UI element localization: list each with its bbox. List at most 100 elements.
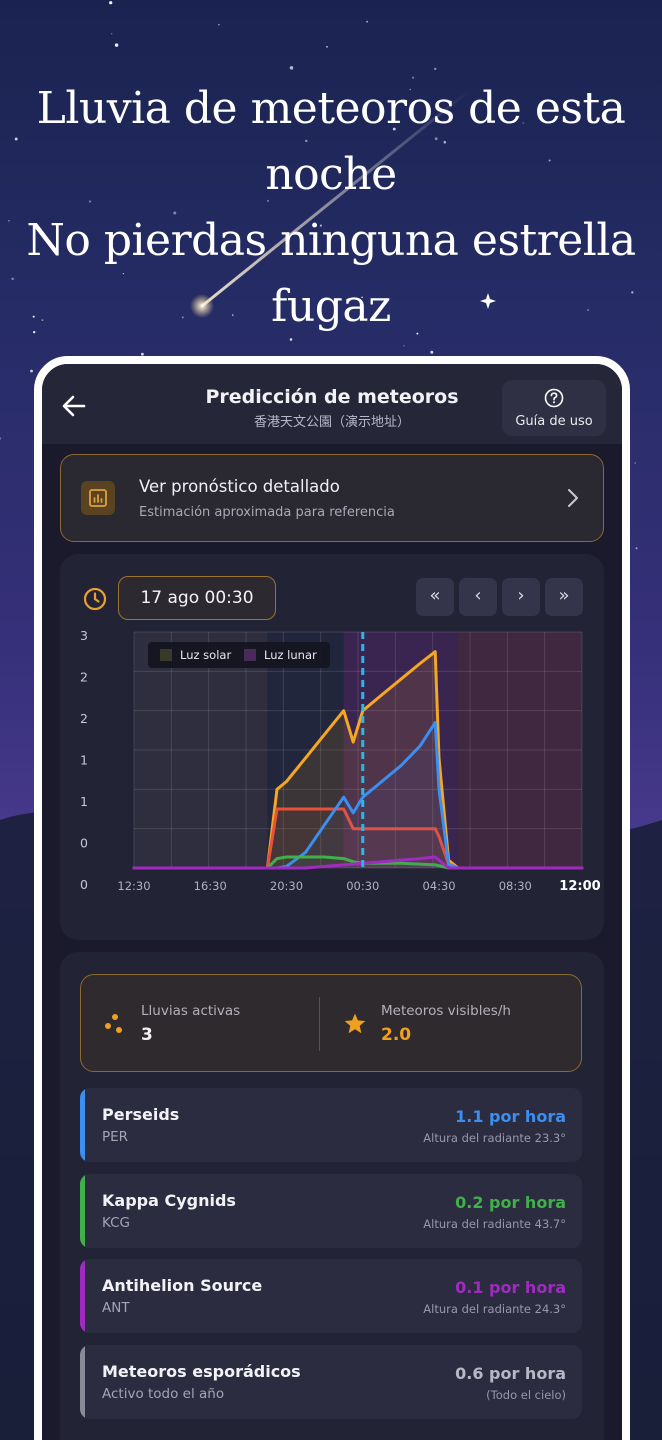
star-dot <box>361 296 363 299</box>
jump-forward-button[interactable]: » <box>545 578 583 616</box>
star-dot <box>41 319 44 321</box>
legend-swatch-sun <box>160 649 172 661</box>
star-dot <box>403 345 405 347</box>
star-dot <box>548 159 551 162</box>
legend-label-sun: Luz solar <box>180 648 231 662</box>
chevron-right-icon <box>568 489 578 507</box>
star-dot <box>392 127 396 131</box>
star-dot <box>88 200 92 203</box>
x-tick-label: 16:30 <box>194 879 227 893</box>
twilight-band <box>267 632 344 868</box>
star-dot <box>443 140 447 144</box>
star-icon <box>344 1013 366 1034</box>
sparkle-star <box>480 293 496 309</box>
legend-box <box>148 642 330 668</box>
jump-back-button[interactable]: « <box>416 578 454 616</box>
star-dot <box>140 352 144 356</box>
usage-guide-button[interactable]: Guía de uso <box>502 380 606 436</box>
star-dot <box>587 309 589 311</box>
shower-rate: 0.1 por hora <box>455 1278 566 1297</box>
shower-rate: 0.6 por hora <box>455 1363 566 1383</box>
showers-info-card: Lluvias activas 3 Meteoros visibles/h 2.… <box>60 952 604 1440</box>
star-dot <box>0 437 2 440</box>
shower-altitude: Altura del radiante 43.7° <box>423 1216 566 1231</box>
star-dot <box>30 369 33 373</box>
phone-frame: Predicción de meteoros 香港天文公園（演示地址） Guía… <box>34 356 630 1440</box>
series-area <box>134 809 582 868</box>
star-dot <box>416 332 419 335</box>
star-dot <box>631 291 634 294</box>
star-dot <box>434 67 437 71</box>
step-back-button[interactable]: ‹ <box>459 578 497 616</box>
x-tick-label: 20:30 <box>270 879 303 893</box>
help-circle-icon <box>544 388 564 408</box>
morning-band <box>458 632 582 868</box>
series-area <box>134 857 582 868</box>
shower-name: Meteoros esporádicos <box>102 1361 301 1381</box>
legend-swatch-moon <box>244 649 256 661</box>
app-bar: Predicción de meteoros 香港天文公園（演示地址） Guía… <box>42 364 622 444</box>
star-dot <box>430 350 434 354</box>
summary-panel: Lluvias activas 3 Meteoros visibles/h 2.… <box>80 974 582 1072</box>
shower-row[interactable]: Antihelion Source ANT 0.1 por hora Altura d… <box>80 1259 582 1333</box>
series-area <box>134 722 582 868</box>
shower-rate: 1.1 por hora <box>455 1107 566 1126</box>
hero-headline: Lluvia de meteoros de esta noche No pier… <box>0 76 662 340</box>
star-dot <box>14 137 18 141</box>
step-forward-button[interactable]: › <box>502 578 540 616</box>
shower-name: Kappa Cygnids <box>102 1190 236 1210</box>
hero-line-2: noche <box>265 149 397 200</box>
legend-label-moon: Luz lunar <box>264 648 317 662</box>
detailed-forecast-card[interactable]: Ver pronóstico detallado Estimación apro… <box>60 454 604 542</box>
active-showers-label: Lluvias activas <box>141 1003 241 1019</box>
star-dot <box>434 137 438 141</box>
clock-icon <box>83 587 107 611</box>
hero-line-3: No pierdas ninguna estrella <box>26 215 636 266</box>
shower-color-bar <box>80 1259 85 1333</box>
shooting-star-trail <box>201 88 471 308</box>
visible-meteors-value: 2.0 <box>381 1025 412 1045</box>
star-dot <box>11 277 15 281</box>
star-dot <box>354 250 357 253</box>
star-dot <box>326 45 328 48</box>
star-dot <box>409 88 411 91</box>
shower-name: Perseids <box>102 1105 180 1124</box>
shower-rate: 0.2 por hora <box>455 1192 566 1212</box>
star-dot <box>266 199 270 202</box>
summary-divider <box>319 997 320 1051</box>
shower-color-bar <box>80 1173 85 1248</box>
star-dot <box>635 547 638 550</box>
timeline-chart-card: 17 ago 00:30 « ‹ › » 3 2 2 1 1 0 0 12:30 16:30 20… <box>60 554 604 940</box>
y-tick-label: 1 <box>80 794 88 809</box>
shower-row[interactable]: Meteoros esporádicos Activo todo el año 0.… <box>80 1344 582 1419</box>
star-dot <box>319 224 322 227</box>
star-dot <box>218 24 220 26</box>
shower-color-bar <box>80 1344 85 1419</box>
star-dot <box>366 20 369 23</box>
star-dot <box>32 315 35 318</box>
x-tick-label: 08:30 <box>499 879 532 893</box>
hero-line-4: fugaz <box>271 281 391 332</box>
forecast-title: Ver pronóstico detallado <box>139 477 340 496</box>
y-tick-label: 2 <box>80 670 88 685</box>
shower-row[interactable]: Perseids PER 1.1 por hora Altura del radian… <box>80 1088 582 1162</box>
star-dot <box>109 1 113 5</box>
usage-guide-label: Guía de uso <box>515 414 593 429</box>
x-tick-label: 04:30 <box>422 879 455 893</box>
y-tick-label: 3 <box>80 628 88 643</box>
star-dot <box>522 122 525 124</box>
star-dot <box>412 76 415 79</box>
star-dot <box>634 462 636 464</box>
star-dot <box>305 139 308 143</box>
shower-row[interactable]: Kappa Cygnids KCG 0.2 por hora Altura del r… <box>80 1173 582 1248</box>
star-dot <box>173 211 177 215</box>
x-tick-label: 12:00 <box>559 879 600 894</box>
daylight-band <box>134 632 268 868</box>
star-dot <box>122 272 125 275</box>
star-dot <box>232 314 234 316</box>
hero-line-1: Lluvia de meteoros de esta <box>36 83 626 134</box>
showers-dots-icon <box>105 1014 122 1033</box>
date-time-selector[interactable]: 17 ago 00:30 <box>118 576 276 620</box>
back-arrow-icon[interactable] <box>60 392 88 420</box>
shower-code: Activo todo el año <box>102 1385 225 1402</box>
